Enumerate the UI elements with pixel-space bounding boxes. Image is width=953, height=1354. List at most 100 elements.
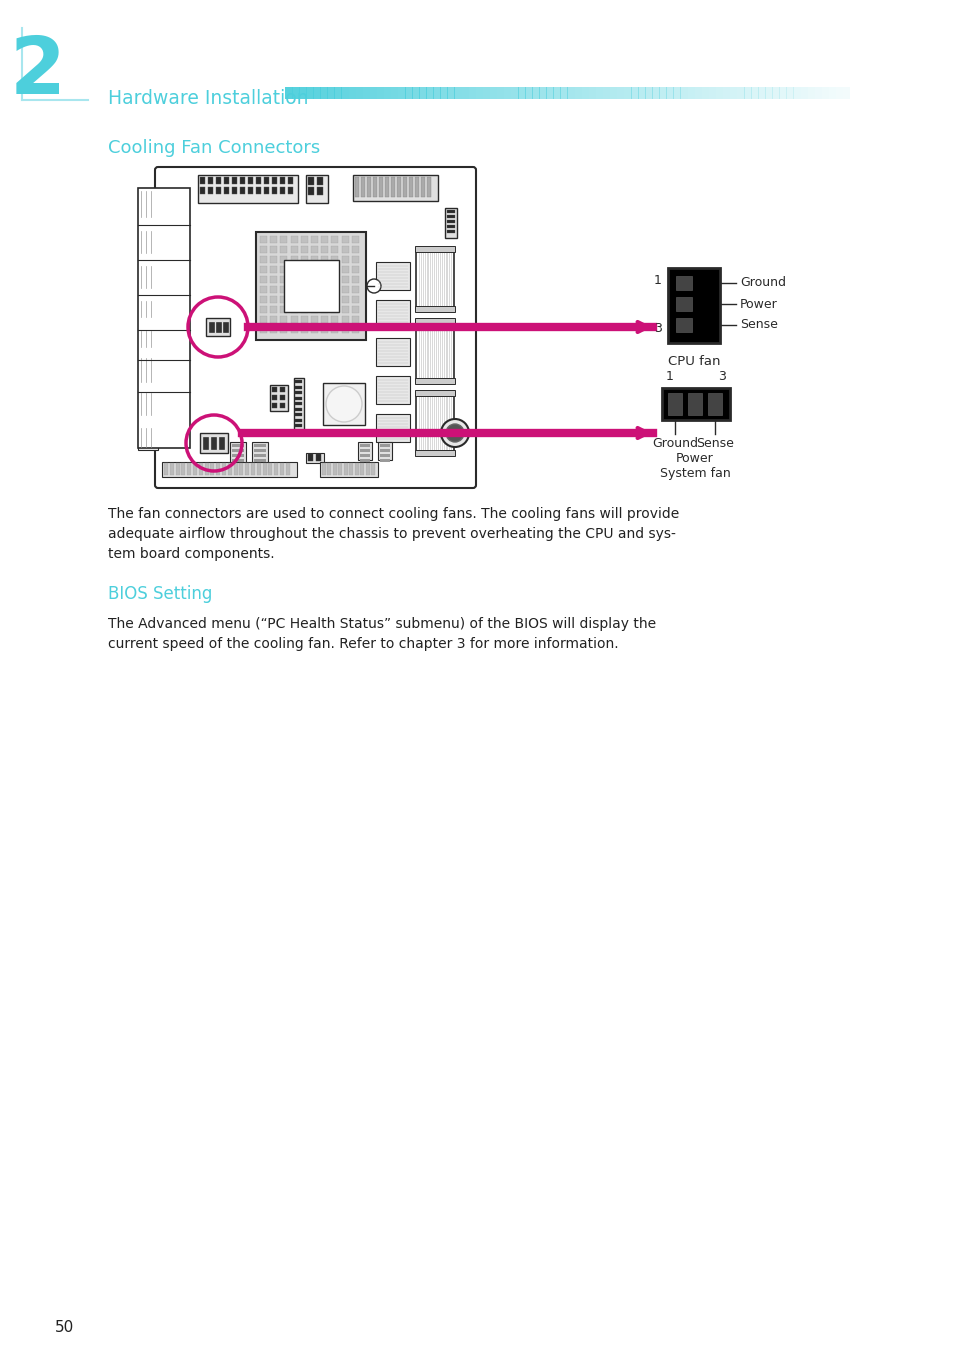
Bar [352, 276, 358, 283]
Bar [291, 276, 297, 283]
Bar [204, 463, 209, 475]
Bar [288, 177, 293, 184]
Circle shape [446, 424, 463, 441]
Bar [253, 450, 266, 452]
Bar [352, 315, 358, 324]
Bar [280, 297, 287, 303]
Bar [280, 387, 285, 393]
Bar [232, 177, 236, 184]
Bar [311, 236, 317, 242]
Bar [280, 403, 285, 408]
Bar [758, 87, 765, 99]
Bar [240, 187, 245, 194]
Bar [138, 328, 158, 349]
Bar [418, 87, 426, 99]
Bar [320, 87, 328, 99]
Bar [331, 265, 338, 274]
Bar [353, 175, 437, 200]
Bar [294, 413, 302, 416]
Bar [272, 177, 276, 184]
Bar [294, 378, 304, 433]
Bar [412, 87, 419, 99]
Bar [138, 263, 158, 291]
Bar [447, 215, 455, 218]
Bar [260, 315, 267, 324]
Bar [175, 463, 179, 475]
Bar [427, 177, 431, 196]
Bar [216, 463, 220, 475]
Bar [311, 246, 317, 253]
Bar [715, 87, 722, 99]
Bar [331, 236, 338, 242]
Bar [321, 236, 328, 242]
Bar [341, 315, 348, 324]
Bar [288, 187, 293, 194]
Bar [402, 177, 407, 196]
Bar [842, 87, 850, 99]
Bar [828, 87, 836, 99]
Bar [321, 265, 328, 274]
Bar [280, 395, 285, 399]
Bar [306, 175, 328, 203]
Bar [272, 387, 276, 393]
Bar [270, 385, 288, 412]
Bar [341, 87, 349, 99]
Bar [371, 463, 375, 475]
Bar [308, 187, 314, 195]
Bar [198, 463, 203, 475]
Bar [793, 87, 801, 99]
Bar [352, 297, 358, 303]
Text: current speed of the cooling fan. Refer to chapter 3 for more information.: current speed of the cooling fan. Refer … [108, 636, 618, 651]
Bar [379, 454, 390, 458]
Bar [284, 260, 338, 311]
Bar [341, 306, 348, 313]
Bar [362, 87, 370, 99]
Bar [211, 463, 214, 475]
Bar [311, 326, 317, 333]
Bar [272, 395, 276, 399]
Bar [331, 256, 338, 263]
Bar [327, 87, 335, 99]
Text: 3: 3 [654, 322, 661, 336]
Bar [313, 87, 320, 99]
Bar [676, 318, 691, 332]
Bar [360, 463, 364, 475]
Bar [311, 286, 317, 292]
Bar [224, 177, 229, 184]
Text: Sense: Sense [740, 318, 777, 332]
Bar [416, 250, 454, 307]
Bar [294, 418, 302, 421]
Bar [807, 87, 814, 99]
Bar [270, 306, 277, 313]
Bar [352, 286, 358, 292]
Bar [232, 187, 236, 194]
Bar [315, 454, 320, 460]
Bar [341, 246, 348, 253]
Bar [373, 177, 376, 196]
Bar [239, 463, 243, 475]
Bar [300, 297, 308, 303]
Bar [272, 187, 276, 194]
Bar [447, 210, 455, 213]
Bar [319, 462, 377, 477]
Bar [300, 306, 308, 313]
Bar [661, 389, 729, 420]
Bar [270, 256, 277, 263]
Bar [595, 87, 602, 99]
Bar [138, 355, 158, 385]
Bar [331, 286, 338, 292]
Bar [291, 236, 297, 242]
Bar [750, 87, 758, 99]
Bar [270, 236, 277, 242]
Bar [687, 393, 701, 414]
Bar [280, 177, 285, 184]
Bar [574, 87, 581, 99]
Bar [260, 286, 267, 292]
Bar [268, 463, 273, 475]
Bar [722, 87, 730, 99]
Bar [468, 87, 476, 99]
Bar [223, 322, 228, 332]
Bar [280, 315, 287, 324]
Bar [230, 441, 246, 464]
Bar [497, 87, 504, 99]
